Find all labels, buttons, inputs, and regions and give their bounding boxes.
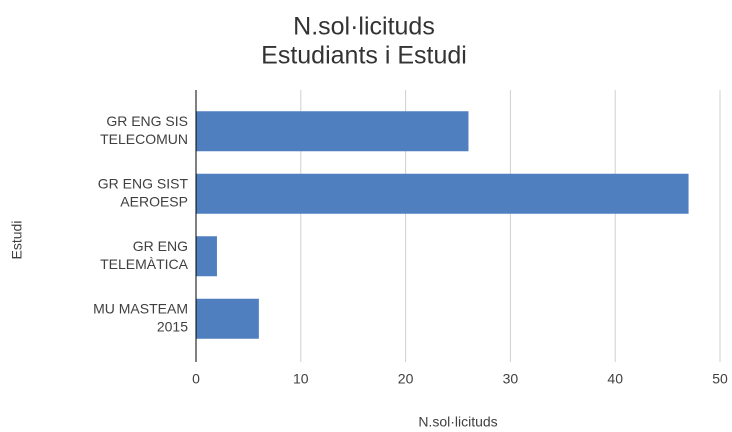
x-tick-label: 10 — [293, 371, 309, 387]
bar — [196, 236, 217, 277]
x-axis-title: N.sol·licituds — [418, 414, 497, 430]
bar — [196, 173, 689, 214]
y-axis-title: Estudi — [9, 221, 25, 260]
y-tick-label: GR ENG — [133, 238, 188, 254]
y-tick-label: MU MASTEAM — [93, 300, 188, 316]
y-tick-label: 2015 — [157, 318, 188, 334]
x-tick-label: 20 — [398, 371, 414, 387]
y-tick-label: GR ENG SIST — [98, 175, 189, 191]
y-tick-label: TELECOMUN — [100, 131, 188, 147]
bar — [196, 298, 259, 339]
x-tick-label: 0 — [192, 371, 200, 387]
x-tick-label: 40 — [607, 371, 623, 387]
y-tick-label: GR ENG SIS — [106, 113, 188, 129]
bar — [196, 111, 469, 152]
chart-title: N.sol·licituds — [293, 13, 435, 41]
x-tick-label: 30 — [503, 371, 519, 387]
chart-title: Estudiants i Estudi — [261, 42, 467, 70]
x-tick-label: 50 — [712, 371, 728, 387]
y-tick-label: AEROESP — [120, 193, 188, 209]
y-tick-label: TELEMÀTICA — [100, 256, 189, 272]
